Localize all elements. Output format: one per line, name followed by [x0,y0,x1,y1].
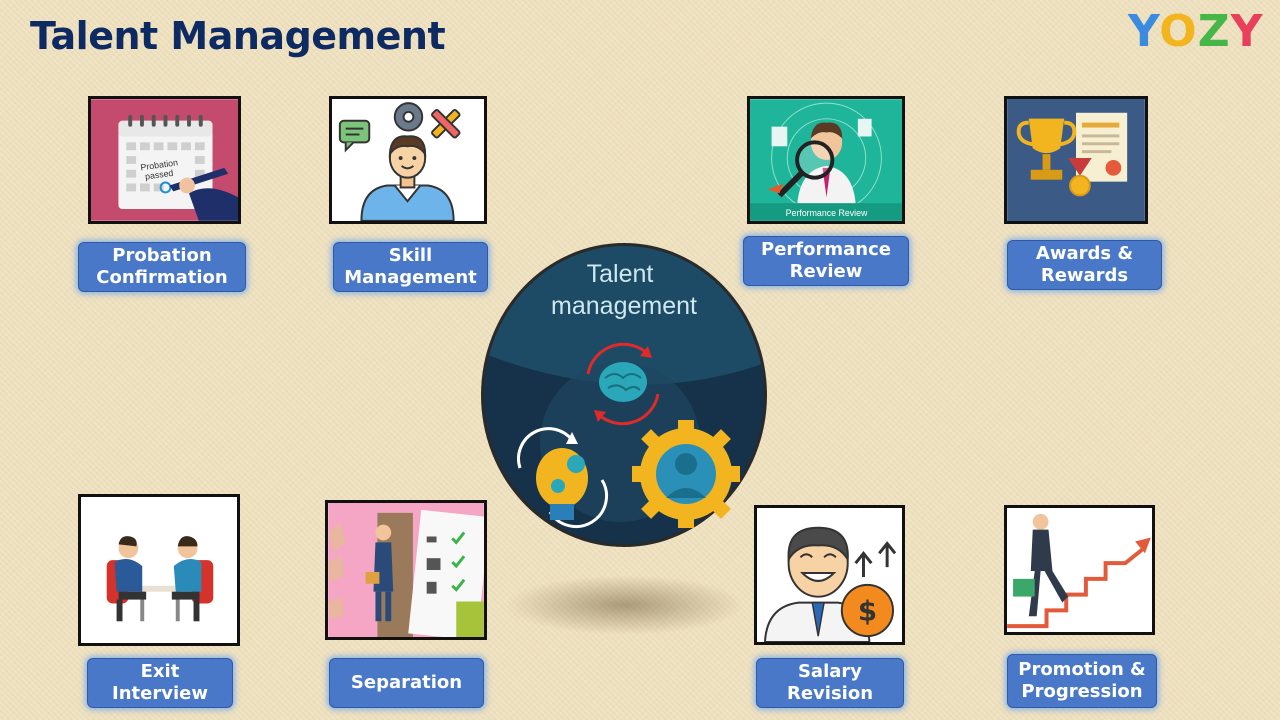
talent-management-center: Talent management [480,242,768,548]
calendar-icon: Probation passed [91,99,238,221]
promotion-image [1004,505,1155,635]
performance-review-icon: Performance Review [750,99,902,221]
exit-interview-label[interactable]: Exit Interview [87,658,233,708]
brain-icon [586,342,660,426]
bulb-gears-icon [517,427,608,529]
awards-rewards-label[interactable]: Awards & Rewards [1007,240,1162,290]
logo-letter: Z [1197,6,1231,57]
label-line: Skill [388,245,433,266]
probation-image: Probation passed [88,96,241,224]
salary-image: $ [754,505,905,645]
salary-revision-label[interactable]: Salary Revision [756,658,904,708]
label-line: Confirmation [96,267,228,288]
trophy-icon [1007,99,1145,221]
label-line: Probation [112,245,212,266]
logo-letter: Y [1128,6,1160,57]
center-title-line: Talent [587,260,654,288]
label-line: Interview [112,683,208,704]
label-line: Awards & [1035,243,1134,264]
label-line: Rewards [1040,265,1129,286]
gear-person-icon [632,420,740,528]
performance-review-label[interactable]: Performance Review [743,236,909,286]
exit-interview-image [78,494,240,646]
label-line: Exit [140,661,180,682]
label-line: Promotion & [1018,659,1146,680]
separation-image [325,500,487,640]
skill-image [329,96,487,224]
promotion-progression-label[interactable]: Promotion & Progression [1007,654,1157,708]
salary-increase-icon: $ [757,508,902,642]
label-line: Progression [1021,681,1143,702]
person-skills-icon [332,99,484,221]
label-line: Management [344,267,477,288]
label-line: Salary [797,661,863,682]
awards-image [1004,96,1148,224]
interview-meeting-icon [81,497,237,643]
performance-image-text: Performance Review [786,208,868,218]
performance-image: Performance Review [747,96,905,224]
skill-management-label[interactable]: Skill Management [333,242,488,292]
page-title: Talent Management [30,14,446,58]
label-line: Revision [786,683,874,704]
label-line: Performance [761,239,891,260]
center-shadow [505,575,745,635]
label-line: Separation [350,672,463,693]
probation-image-text: passed [144,168,174,182]
logo-letter: O [1159,6,1198,57]
svg-text:$: $ [858,594,877,627]
logo-letter: Y [1230,6,1264,57]
label-line: Review [789,261,863,282]
yozy-logo: YOZY [1128,6,1263,57]
leaving-employee-icon [328,503,484,637]
center-title-line: management [551,292,697,320]
probation-confirmation-label[interactable]: Probation Confirmation [78,242,246,292]
separation-label[interactable]: Separation [329,658,484,708]
career-stairs-icon [1007,508,1152,632]
